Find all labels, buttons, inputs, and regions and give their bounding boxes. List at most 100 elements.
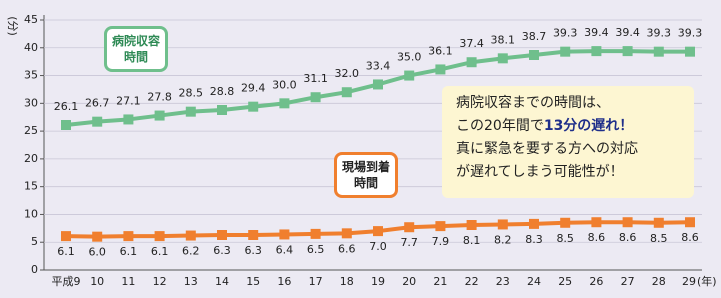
data-label: 36.1 bbox=[428, 44, 453, 57]
marker bbox=[248, 102, 258, 112]
marker bbox=[217, 105, 227, 115]
data-label: 37.4 bbox=[459, 37, 484, 50]
y-tick-label: 25 bbox=[24, 124, 38, 137]
y-unit: (分) bbox=[6, 16, 19, 36]
data-label: 27.8 bbox=[147, 91, 172, 104]
x-tick-label: 21 bbox=[433, 275, 447, 288]
data-label: 31.1 bbox=[303, 72, 328, 85]
x-tick-label: 10 bbox=[90, 275, 104, 288]
marker bbox=[92, 117, 102, 127]
data-label: 39.3 bbox=[553, 27, 578, 40]
marker bbox=[186, 107, 196, 117]
legend-entry: 現場到着時間 bbox=[334, 152, 398, 198]
x-tick-label: 17 bbox=[309, 275, 323, 288]
x-tick-label: 27 bbox=[621, 275, 635, 288]
annotation-text: この20年間で bbox=[456, 118, 544, 134]
marker bbox=[123, 231, 133, 241]
data-label: 6.0 bbox=[88, 246, 106, 259]
data-label: 6.1 bbox=[151, 245, 169, 258]
x-tick-label: 16 bbox=[277, 275, 291, 288]
data-label: 30.0 bbox=[272, 78, 297, 91]
marker bbox=[685, 217, 695, 227]
data-label: 26.1 bbox=[54, 100, 79, 113]
y-tick-label: 45 bbox=[24, 13, 38, 26]
data-label: 8.3 bbox=[525, 233, 543, 246]
data-label: 6.1 bbox=[57, 245, 75, 258]
data-label: 8.1 bbox=[463, 234, 481, 247]
marker bbox=[373, 226, 383, 236]
x-tick-label: 22 bbox=[465, 275, 479, 288]
data-label: 6.3 bbox=[244, 244, 262, 257]
y-tick-label: 0 bbox=[31, 263, 38, 276]
data-label: 8.6 bbox=[681, 231, 699, 244]
data-label: 8.6 bbox=[588, 231, 606, 244]
marker bbox=[435, 221, 445, 231]
data-label: 38.1 bbox=[491, 33, 516, 46]
data-label: 38.7 bbox=[522, 30, 547, 43]
x-tick-label: 20 bbox=[402, 275, 416, 288]
data-label: 27.1 bbox=[116, 94, 141, 107]
y-tick-label: 20 bbox=[24, 152, 38, 165]
chart: 051015202530354045(分)平成91011121314151617… bbox=[0, 0, 721, 298]
data-label: 8.2 bbox=[494, 233, 512, 246]
data-label: 29.4 bbox=[241, 82, 266, 95]
data-label: 39.4 bbox=[584, 26, 609, 39]
marker bbox=[373, 79, 383, 89]
x-tick-label: 11 bbox=[121, 275, 135, 288]
data-label: 32.0 bbox=[335, 67, 360, 80]
y-tick-label: 35 bbox=[24, 69, 38, 82]
marker bbox=[435, 64, 445, 74]
marker bbox=[279, 98, 289, 108]
data-label: 8.6 bbox=[619, 231, 637, 244]
data-label: 6.2 bbox=[182, 245, 200, 258]
x-tick-label: 26 bbox=[589, 275, 603, 288]
y-tick-label: 15 bbox=[24, 180, 38, 193]
data-label: 39.3 bbox=[678, 27, 703, 40]
marker bbox=[61, 120, 71, 130]
x-tick-label: 24 bbox=[527, 275, 541, 288]
marker bbox=[498, 219, 508, 229]
marker bbox=[529, 219, 539, 229]
data-label: 39.4 bbox=[615, 26, 640, 39]
x-tick-label: 15 bbox=[246, 275, 260, 288]
y-tick-label: 5 bbox=[31, 235, 38, 248]
x-unit: (年) bbox=[697, 274, 717, 288]
marker bbox=[591, 217, 601, 227]
marker bbox=[342, 228, 352, 238]
annotation-highlight: 13分の遅れ！ bbox=[544, 118, 633, 134]
x-tick-label: 18 bbox=[340, 275, 354, 288]
data-label: 8.5 bbox=[650, 232, 668, 245]
data-label: 6.5 bbox=[307, 243, 325, 256]
annotation: 病院収容までの時間は、 この20年間で13分の遅れ！ 真に緊急を要する方への対応… bbox=[442, 86, 694, 198]
marker bbox=[92, 232, 102, 242]
marker bbox=[248, 230, 258, 240]
marker bbox=[342, 87, 352, 97]
data-label: 6.6 bbox=[338, 242, 356, 255]
data-label: 35.0 bbox=[397, 51, 422, 64]
x-tick-label: 28 bbox=[652, 275, 666, 288]
legend-entry: 病院収容時間 bbox=[104, 26, 168, 72]
y-tick-label: 30 bbox=[24, 96, 38, 109]
marker bbox=[404, 222, 414, 232]
x-tick-label: 25 bbox=[558, 275, 572, 288]
marker bbox=[529, 50, 539, 60]
marker bbox=[123, 114, 133, 124]
marker bbox=[155, 111, 165, 121]
marker bbox=[685, 47, 695, 57]
y-tick-label: 40 bbox=[24, 41, 38, 54]
marker bbox=[186, 231, 196, 241]
x-tick-label: 19 bbox=[371, 275, 385, 288]
marker bbox=[279, 229, 289, 239]
data-label: 7.7 bbox=[400, 236, 418, 249]
data-label: 33.4 bbox=[366, 59, 391, 72]
x-tick-label: 29 bbox=[682, 275, 696, 288]
x-tick-label: 13 bbox=[184, 275, 198, 288]
marker bbox=[311, 92, 321, 102]
y-tick-label: 10 bbox=[24, 207, 38, 220]
data-label: 6.1 bbox=[120, 245, 138, 258]
marker bbox=[623, 46, 633, 56]
data-label: 6.4 bbox=[276, 243, 294, 256]
annotation-line: 病院収容までの時間は、 bbox=[456, 92, 694, 115]
marker bbox=[467, 220, 477, 230]
data-label: 39.3 bbox=[647, 27, 672, 40]
